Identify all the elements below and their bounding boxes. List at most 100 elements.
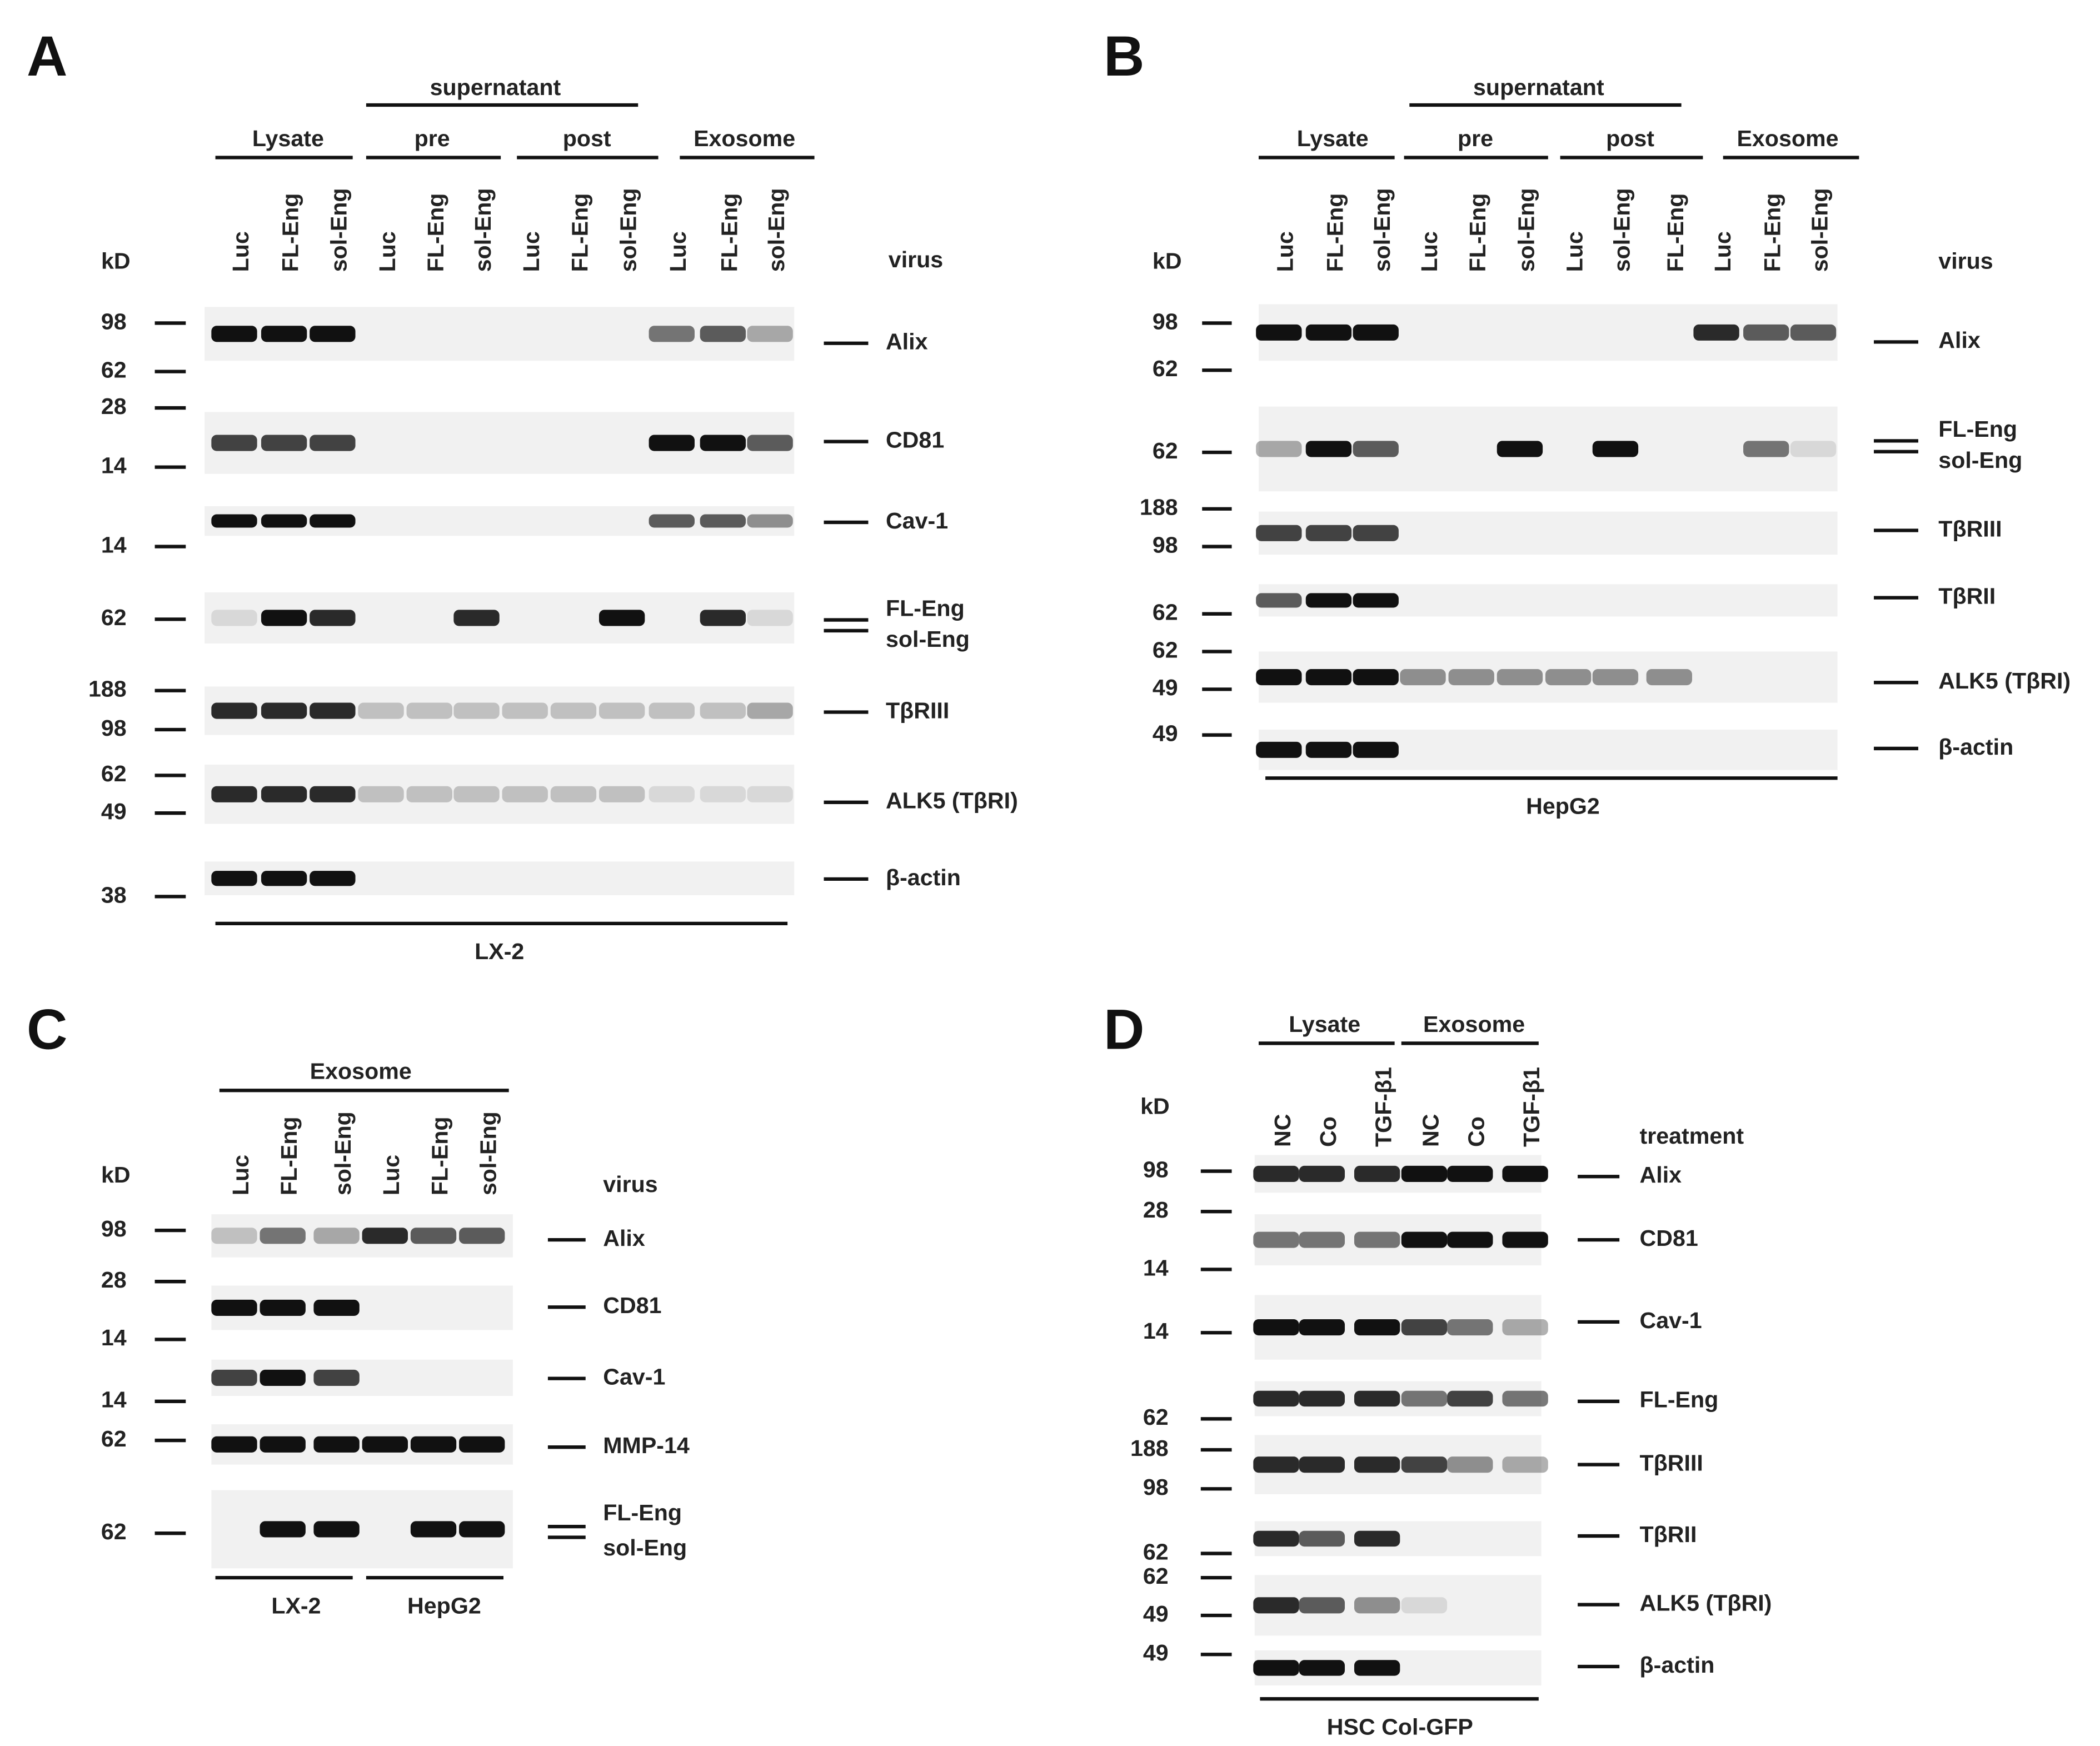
band: [1353, 525, 1399, 541]
antibody-label: TβRIII: [886, 697, 949, 723]
group-header: pre: [415, 126, 450, 151]
lane-label: FL-Eng: [427, 1116, 452, 1195]
lane-label: FL-Eng: [1663, 193, 1688, 272]
kd-header: kD: [101, 1162, 131, 1188]
lane-label: TGF-β1: [1371, 1067, 1396, 1147]
band: [1299, 1390, 1345, 1407]
group-header: Exosome: [310, 1059, 412, 1084]
band: [747, 786, 793, 802]
band: [1447, 1390, 1493, 1407]
band: [1253, 1456, 1299, 1473]
band: [700, 702, 746, 719]
band: [211, 435, 257, 451]
cell-line-label: LX-2: [271, 1593, 321, 1618]
lane-label: sol-Eng: [470, 188, 496, 272]
marker-label: 49: [101, 799, 127, 824]
marker-label: 188: [1140, 495, 1178, 520]
band: [1353, 441, 1399, 457]
band: [453, 702, 500, 719]
lane-label: FL-Eng: [716, 193, 742, 272]
band: [1299, 1231, 1345, 1248]
band: [1592, 669, 1639, 686]
lane-label: FL-Eng: [1322, 193, 1348, 272]
super-header: supernatant: [1473, 74, 1604, 100]
band: [1354, 1530, 1400, 1547]
band: [1592, 441, 1639, 457]
cell-line-label: HSC Col-GFP: [1327, 1714, 1473, 1739]
band: [310, 702, 356, 719]
band: [406, 702, 452, 719]
band: [1545, 669, 1592, 686]
band: [700, 786, 746, 802]
band: [1401, 1456, 1448, 1473]
antibody-label: Alix: [603, 1225, 645, 1251]
marker-label: 14: [1143, 1318, 1169, 1344]
group-header: post: [563, 126, 611, 151]
band: [1354, 1319, 1400, 1336]
band: [1253, 1390, 1299, 1407]
lane-label: sol-Eng: [476, 1111, 501, 1195]
kd-header: kD: [1153, 248, 1182, 273]
band: [459, 1228, 505, 1244]
marker-label: 62: [1153, 438, 1178, 463]
band: [1354, 1597, 1400, 1614]
lane-label: FL-Eng: [423, 193, 448, 272]
antibody-label: Alix: [886, 329, 928, 355]
lane-label: sol-Eng: [1807, 188, 1832, 272]
marker-label: 28: [101, 393, 127, 419]
band: [1401, 1597, 1448, 1614]
marker-label: 62: [101, 357, 127, 383]
band: [310, 514, 356, 528]
band: [410, 1436, 457, 1453]
band: [1299, 1165, 1345, 1182]
antibody-label: Alix: [1938, 327, 1981, 353]
band: [260, 1369, 306, 1386]
band: [1447, 1456, 1493, 1473]
band: [1401, 1165, 1448, 1182]
band: [502, 702, 548, 719]
band: [1299, 1660, 1345, 1676]
antibody-label: ALK5 (TβRI): [886, 788, 1018, 814]
antibody-label: FL-Eng: [603, 1500, 682, 1525]
band: [358, 702, 404, 719]
band: [1305, 669, 1352, 686]
lane-label: Co: [1315, 1116, 1341, 1147]
lane-label: Luc: [228, 1155, 253, 1195]
band: [1305, 441, 1352, 457]
band: [1253, 1165, 1299, 1182]
band: [1502, 1231, 1548, 1248]
antibody-label: β-actin: [886, 865, 961, 890]
band: [1497, 441, 1543, 457]
band: [1401, 1319, 1448, 1336]
marker-label: 98: [1153, 308, 1178, 334]
antibody-label: FL-Eng: [886, 595, 965, 621]
antibody-label: ALK5 (TβRI): [1938, 668, 2071, 694]
antibody-label: β-actin: [1938, 734, 2013, 760]
band: [260, 1436, 306, 1453]
band: [747, 702, 793, 719]
band: [598, 702, 645, 719]
band: [1400, 669, 1446, 686]
antibody-label: TβRIII: [1640, 1450, 1703, 1476]
marker-label: 14: [1143, 1255, 1169, 1280]
panel-label: D: [1104, 997, 1144, 1061]
band: [1743, 441, 1789, 457]
band: [1353, 741, 1399, 758]
lane-caption: virus: [889, 247, 943, 272]
marker-label: 14: [101, 453, 127, 478]
marker-label: 98: [1143, 1474, 1169, 1500]
band: [1256, 593, 1302, 608]
antibody-label: sol-Eng: [1938, 447, 2022, 473]
group-header: Exosome: [1737, 126, 1838, 151]
lane-label: Co: [1464, 1116, 1489, 1147]
band: [1693, 324, 1739, 341]
super-header: supernatant: [430, 74, 561, 100]
band: [261, 435, 307, 451]
band: [598, 786, 645, 802]
marker-label: 38: [101, 882, 127, 907]
band: [1253, 1231, 1299, 1248]
band: [260, 1299, 306, 1316]
band: [1299, 1456, 1345, 1473]
band: [211, 702, 257, 719]
